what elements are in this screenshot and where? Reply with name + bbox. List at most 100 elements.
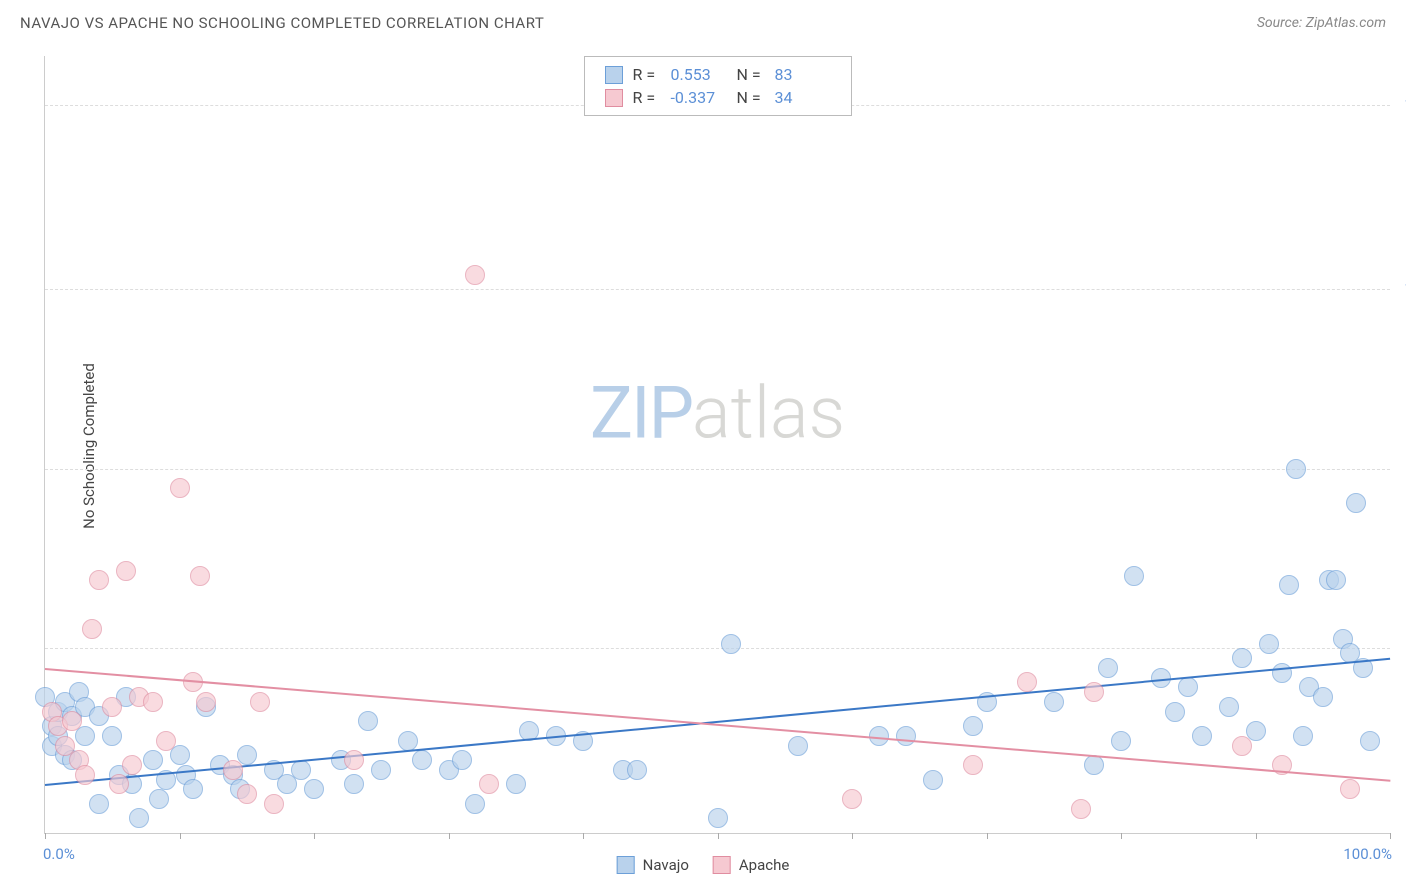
data-point bbox=[62, 711, 82, 731]
x-tick bbox=[449, 833, 450, 839]
data-point bbox=[196, 692, 216, 712]
data-point bbox=[156, 731, 176, 751]
data-point bbox=[1124, 566, 1144, 586]
data-point bbox=[1084, 682, 1104, 702]
data-point bbox=[627, 760, 647, 780]
legend-n-value: 34 bbox=[775, 88, 831, 107]
data-point bbox=[109, 774, 129, 794]
data-point bbox=[371, 760, 391, 780]
data-point bbox=[398, 731, 418, 751]
x-tick bbox=[1256, 833, 1257, 839]
legend-r-label: R = bbox=[633, 65, 661, 84]
data-point bbox=[465, 265, 485, 285]
x-tick bbox=[987, 833, 988, 839]
data-point bbox=[1326, 570, 1346, 590]
watermark: ZIPatlas bbox=[590, 371, 845, 456]
data-point bbox=[89, 794, 109, 814]
data-point bbox=[102, 697, 122, 717]
data-point bbox=[1272, 663, 1292, 683]
legend-swatch bbox=[617, 856, 635, 874]
legend-swatch bbox=[605, 89, 623, 107]
gridline bbox=[45, 469, 1390, 470]
y-tick-label: 15.0% bbox=[1394, 97, 1406, 113]
data-point bbox=[102, 726, 122, 746]
watermark-zip: ZIP bbox=[590, 371, 692, 456]
data-point bbox=[122, 755, 142, 775]
chart-header: NAVAJO VS APACHE NO SCHOOLING COMPLETED … bbox=[0, 0, 1406, 42]
data-point bbox=[223, 760, 243, 780]
data-point bbox=[82, 619, 102, 639]
data-point bbox=[963, 716, 983, 736]
data-point bbox=[143, 750, 163, 770]
legend-series-name: Navajo bbox=[643, 856, 689, 874]
data-point bbox=[129, 808, 149, 828]
data-point bbox=[75, 765, 95, 785]
legend-n-label: N = bbox=[737, 88, 765, 107]
data-point bbox=[1165, 702, 1185, 722]
data-point bbox=[304, 779, 324, 799]
x-tick bbox=[852, 833, 853, 839]
data-point bbox=[89, 570, 109, 590]
correlation-legend: R =0.553N =83R =-0.337N =34 bbox=[584, 56, 852, 116]
data-point bbox=[896, 726, 916, 746]
data-point bbox=[963, 755, 983, 775]
y-tick-label: 7.5% bbox=[1394, 461, 1406, 477]
data-point bbox=[1279, 575, 1299, 595]
data-point bbox=[237, 784, 257, 804]
legend-r-value: 0.553 bbox=[671, 65, 727, 84]
data-point bbox=[506, 774, 526, 794]
data-point bbox=[923, 770, 943, 790]
gridline bbox=[45, 289, 1390, 290]
legend-r-value: -0.337 bbox=[671, 88, 727, 107]
x-tick bbox=[718, 833, 719, 839]
legend-row: R =-0.337N =34 bbox=[605, 86, 831, 109]
data-point bbox=[116, 561, 136, 581]
data-point bbox=[170, 478, 190, 498]
x-label-max: 100.0% bbox=[1343, 845, 1392, 863]
legend-n-value: 83 bbox=[775, 65, 831, 84]
data-point bbox=[1111, 731, 1131, 751]
data-point bbox=[1340, 779, 1360, 799]
data-point bbox=[721, 634, 741, 654]
bottom-legend: NavajoApache bbox=[617, 856, 790, 874]
x-tick bbox=[583, 833, 584, 839]
data-point bbox=[1286, 459, 1306, 479]
x-tick bbox=[1121, 833, 1122, 839]
legend-swatch bbox=[713, 856, 731, 874]
data-point bbox=[264, 794, 284, 814]
bottom-legend-item: Navajo bbox=[617, 856, 689, 874]
data-point bbox=[250, 692, 270, 712]
trendline bbox=[45, 658, 1390, 786]
legend-row: R =0.553N =83 bbox=[605, 63, 831, 86]
data-point bbox=[1044, 692, 1064, 712]
chart-title: NAVAJO VS APACHE NO SCHOOLING COMPLETED … bbox=[20, 14, 544, 32]
data-point bbox=[1098, 658, 1118, 678]
x-tick bbox=[314, 833, 315, 839]
watermark-atlas: atlas bbox=[692, 371, 845, 456]
chart-source: Source: ZipAtlas.com bbox=[1257, 15, 1386, 31]
gridline bbox=[45, 648, 1390, 649]
data-point bbox=[291, 760, 311, 780]
data-point bbox=[788, 736, 808, 756]
data-point bbox=[1084, 755, 1104, 775]
data-point bbox=[412, 750, 432, 770]
data-point bbox=[149, 789, 169, 809]
data-point bbox=[1178, 677, 1198, 697]
data-point bbox=[1346, 493, 1366, 513]
legend-swatch bbox=[605, 66, 623, 84]
data-point bbox=[1192, 726, 1212, 746]
x-tick bbox=[180, 833, 181, 839]
x-tick bbox=[45, 833, 46, 839]
data-point bbox=[465, 794, 485, 814]
data-point bbox=[1259, 634, 1279, 654]
data-point bbox=[1219, 697, 1239, 717]
data-point bbox=[479, 774, 499, 794]
chart-plot-area: ZIPatlas 3.8%7.5%11.2%15.0%0.0%100.0%R =… bbox=[44, 56, 1390, 834]
data-point bbox=[708, 808, 728, 828]
x-tick bbox=[1390, 833, 1391, 839]
data-point bbox=[1360, 731, 1380, 751]
data-point bbox=[1071, 799, 1091, 819]
data-point bbox=[358, 711, 378, 731]
data-point bbox=[1313, 687, 1333, 707]
data-point bbox=[452, 750, 472, 770]
